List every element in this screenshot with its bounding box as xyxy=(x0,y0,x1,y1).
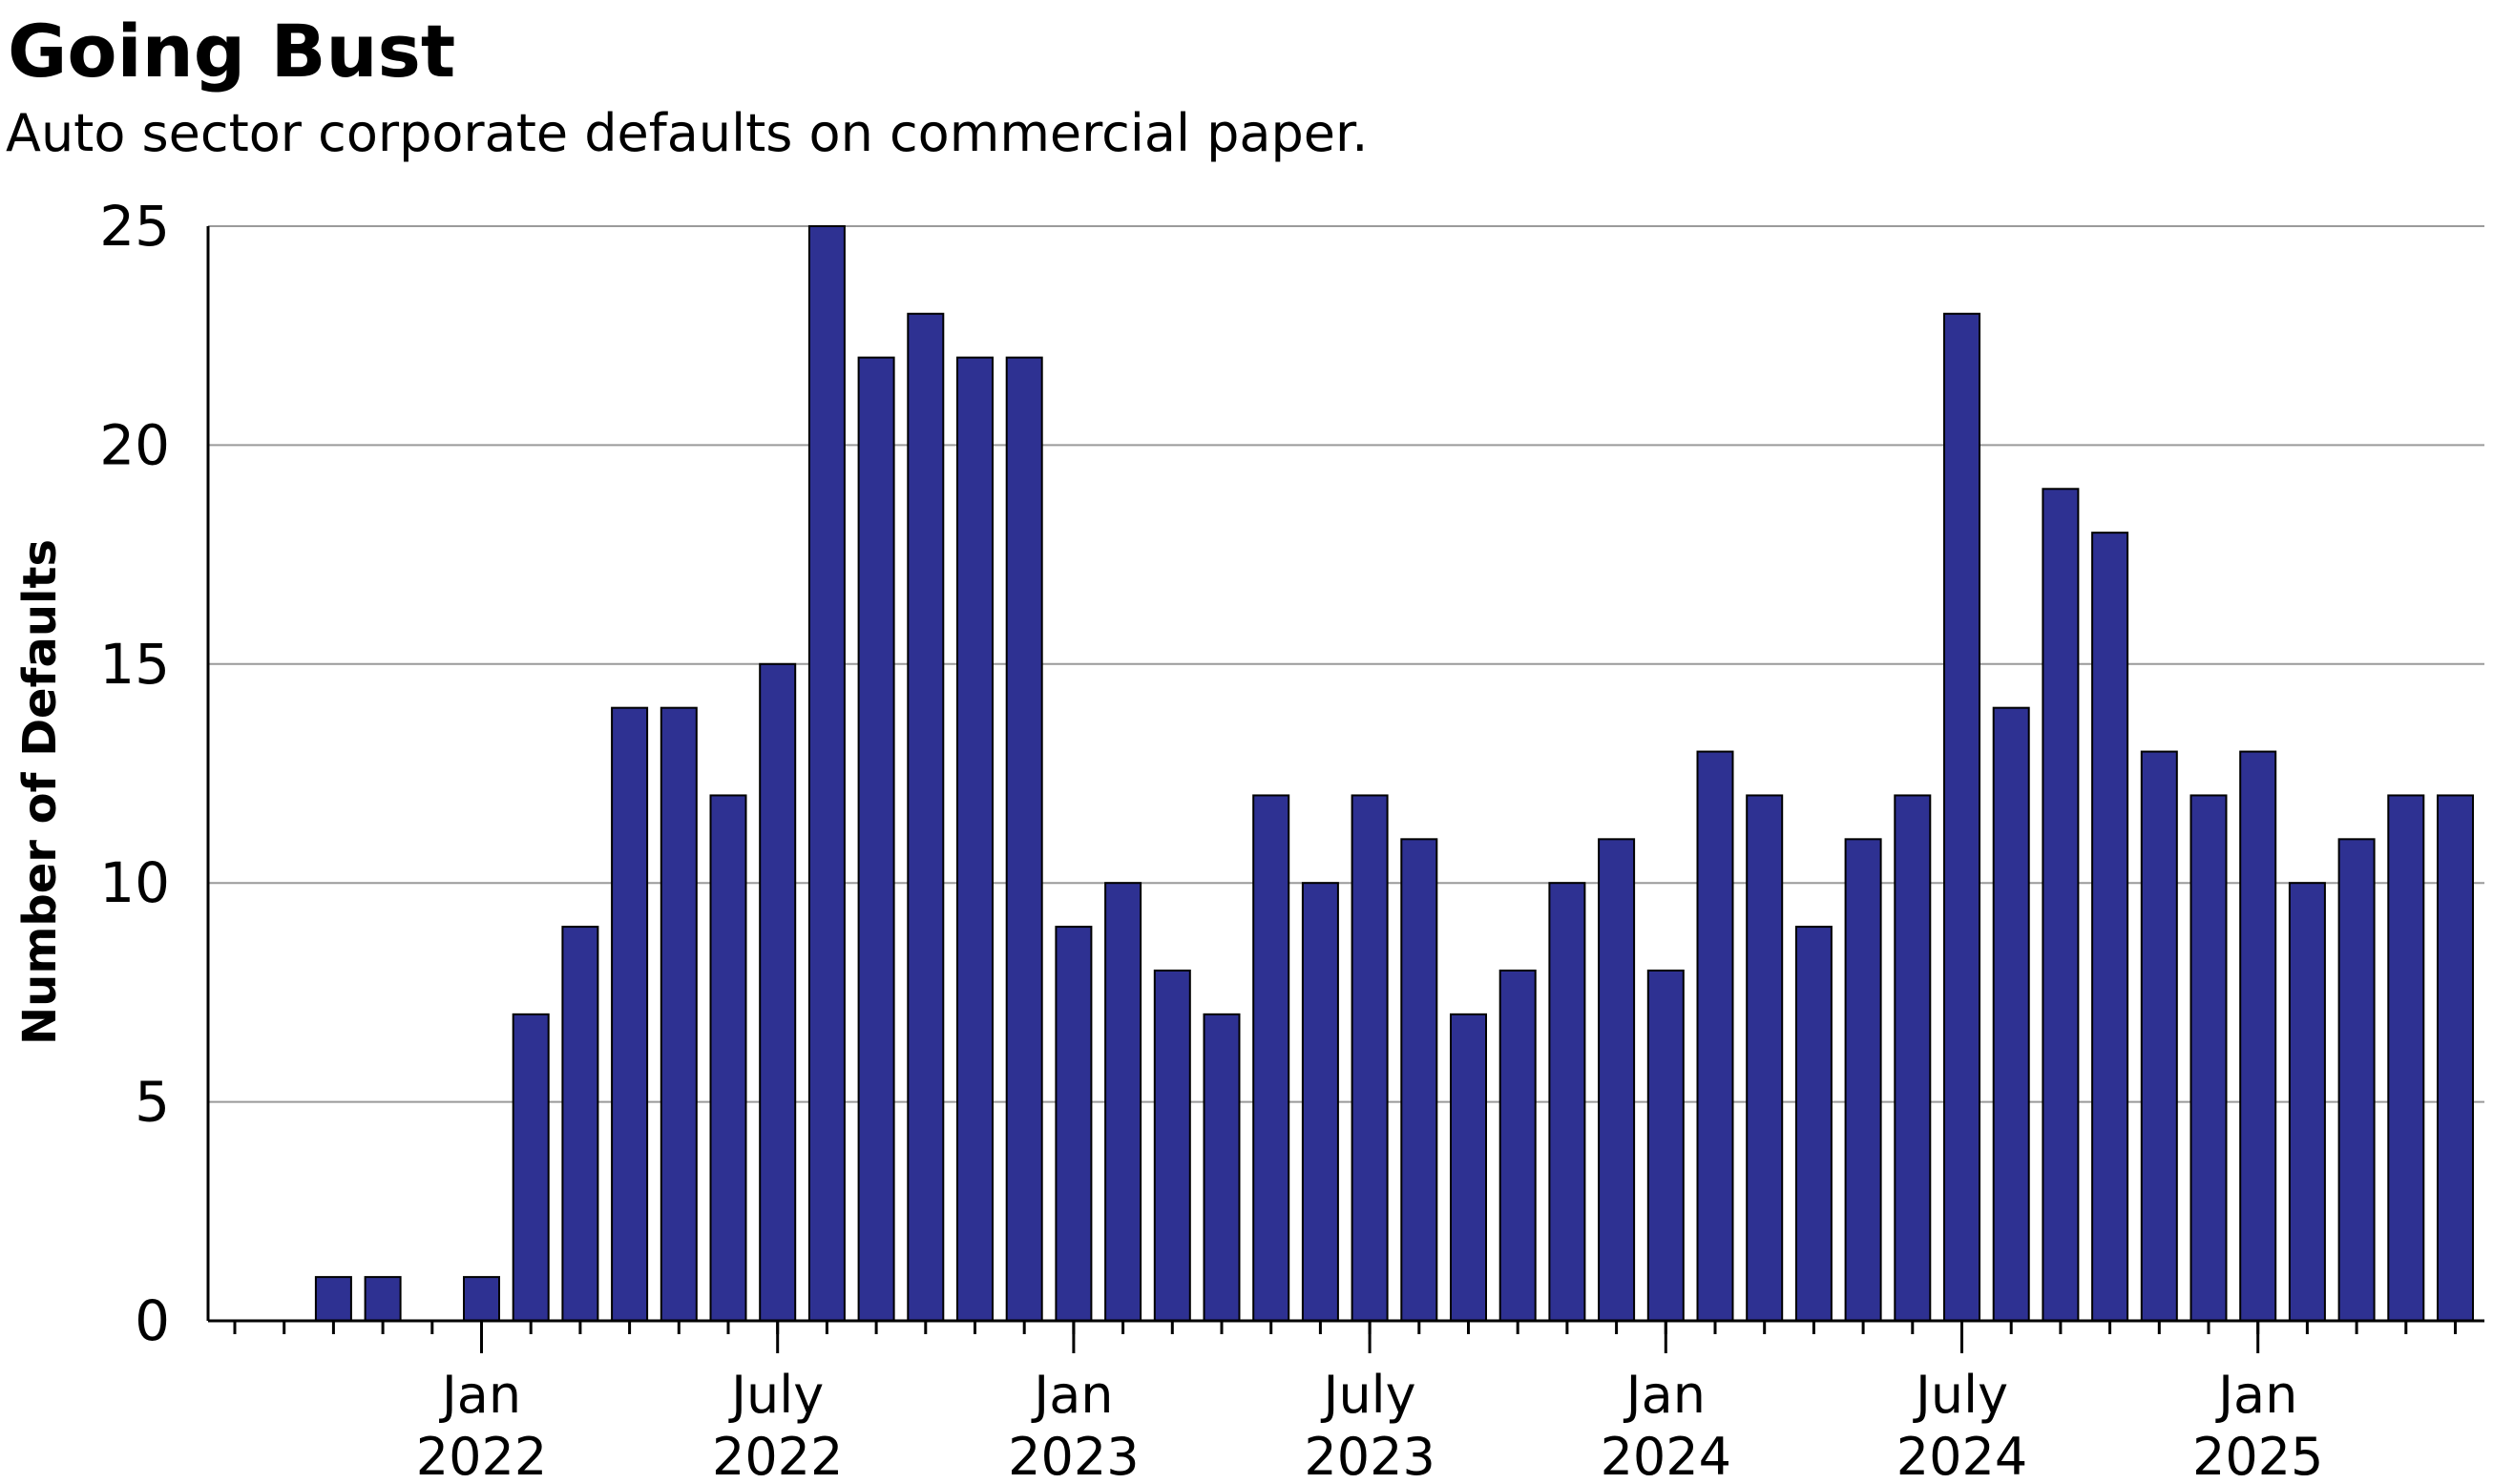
bar-2024-09 xyxy=(2042,488,2080,1322)
x-tick-label-year: 2024 xyxy=(1896,1427,2027,1484)
bar-2022-11 xyxy=(956,356,994,1322)
bar-2023-08 xyxy=(1400,838,1438,1322)
x-tick-label-year: 2023 xyxy=(1304,1427,1435,1484)
bar-2023-10 xyxy=(1498,969,1537,1323)
y-tick-label-0: 0 xyxy=(135,1288,170,1353)
bars xyxy=(314,225,2474,1323)
bar-2021-11 xyxy=(364,1276,402,1322)
x-tick-label-year: 2024 xyxy=(1601,1427,1731,1484)
bar-2024-05 xyxy=(1844,838,1882,1322)
y-tick-label-20: 20 xyxy=(99,412,170,477)
bar-2023-02 xyxy=(1104,882,1142,1322)
bar-2022-06 xyxy=(709,794,747,1322)
bar-2022-03 xyxy=(561,926,599,1323)
y-tick-labels: 0 5 10 15 20 25 xyxy=(99,194,170,1353)
y-tick-label-10: 10 xyxy=(99,850,170,915)
bar-2023-01 xyxy=(1055,926,1093,1323)
x-tick-label-month: Jan xyxy=(439,1365,521,1425)
y-tick-label-5: 5 xyxy=(135,1070,170,1135)
bar-2022-05 xyxy=(660,706,698,1322)
bar-2025-03 xyxy=(2337,838,2376,1322)
chart-subtitle: Auto sector corporate defaults on commer… xyxy=(6,103,1368,163)
bar-2024-08 xyxy=(1992,706,2030,1322)
bar-2024-03 xyxy=(1746,794,1784,1322)
bar-2025-01 xyxy=(2239,750,2277,1322)
bar-2023-07 xyxy=(1351,794,1389,1322)
chart-title: Going Bust xyxy=(8,9,455,94)
bar-2025-05 xyxy=(2437,794,2474,1322)
x-tick-label-year: 2022 xyxy=(416,1427,547,1484)
bar-2024-01 xyxy=(1646,969,1685,1323)
bar-2024-06 xyxy=(1894,794,1932,1322)
bar-2024-10 xyxy=(2091,532,2129,1322)
bar-2022-01 xyxy=(463,1276,500,1322)
bar-2022-08 xyxy=(807,225,846,1322)
bar-2022-02 xyxy=(512,1013,550,1322)
bar-2022-10 xyxy=(907,312,945,1322)
bar-2024-07 xyxy=(1943,312,1980,1322)
y-tick-label-25: 25 xyxy=(99,194,170,259)
bar-2022-04 xyxy=(611,706,649,1322)
x-tick-label-month: July xyxy=(1913,1365,2008,1425)
x-tick-label-year: 2022 xyxy=(712,1427,843,1484)
bar-2024-12 xyxy=(2189,794,2228,1322)
y-axis-label: Number of Defaults xyxy=(13,539,67,1045)
bar-2025-04 xyxy=(2387,794,2425,1322)
bar-2022-09 xyxy=(857,356,895,1322)
x-tick-label-month: July xyxy=(728,1365,824,1425)
bar-2022-12 xyxy=(1005,356,1043,1322)
bar-2022-07 xyxy=(759,662,797,1322)
bar-2024-04 xyxy=(1794,926,1833,1323)
y-tick-label-15: 15 xyxy=(99,632,170,697)
x-tick-label-month: Jan xyxy=(1031,1365,1113,1425)
bar-2021-10 xyxy=(314,1276,352,1322)
bar-2023-03 xyxy=(1153,969,1191,1323)
x-tick-label-year: 2023 xyxy=(1008,1427,1139,1484)
x-tick-labels: Jan2022July2022Jan2023July2023Jan2024Jul… xyxy=(416,1365,2324,1484)
bar-2024-11 xyxy=(2140,750,2178,1322)
bar-2023-11 xyxy=(1548,882,1586,1322)
bar-2023-09 xyxy=(1450,1013,1487,1322)
bar-2023-12 xyxy=(1598,838,1636,1322)
x-tick-label-month: July xyxy=(1321,1365,1416,1425)
bar-2024-02 xyxy=(1696,750,1734,1322)
x-tick-label-month: Jan xyxy=(1624,1365,1706,1425)
x-tick-label-month: Jan xyxy=(2215,1365,2297,1425)
bar-2023-06 xyxy=(1301,882,1339,1322)
x-tick-label-year: 2025 xyxy=(2192,1427,2323,1484)
bar-2023-05 xyxy=(1252,794,1290,1322)
axes xyxy=(206,226,2484,1353)
bar-2023-04 xyxy=(1203,1013,1241,1322)
bar-2025-02 xyxy=(2288,882,2326,1322)
